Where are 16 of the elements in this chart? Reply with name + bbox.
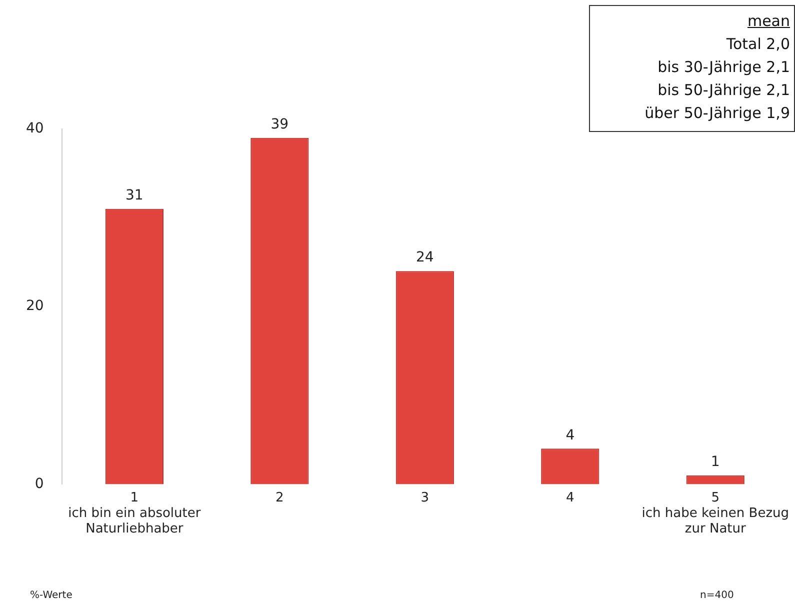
x-tick-label: 1 ich bin ein absoluter Naturliebhaber (68, 490, 202, 537)
y-tick-label: 20 (26, 298, 44, 314)
x-tick-label: 5 ich habe keinen Bezug zur Natur (642, 490, 789, 537)
data-label: 31 (126, 188, 144, 204)
y-tick-label: 0 (34, 476, 44, 492)
data-label: 39 (270, 116, 289, 133)
x-tick-label: 2 (276, 490, 284, 506)
text: %-Werte (30, 590, 72, 601)
data-label: 24 (416, 250, 434, 266)
y-tick-label: 40 (26, 120, 44, 137)
x-tick-label: 4 (566, 490, 574, 506)
text: n=400 (700, 590, 734, 601)
note-box: mean Total 2,0 bis 30-Jährige 2,1 bis 50-Jährige 2,1 über 50-Jährige 1,9 (589, 5, 795, 132)
data-label: 4 (566, 427, 575, 444)
data-label: 1 (710, 454, 720, 470)
x-tick-label: 3 (420, 490, 430, 506)
